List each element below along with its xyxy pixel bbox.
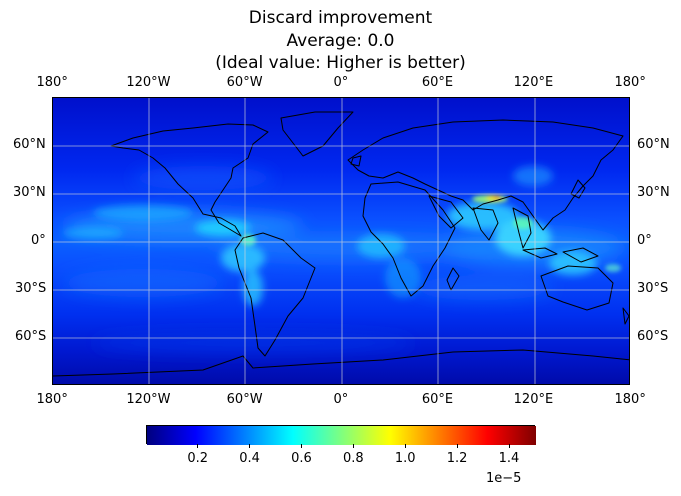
left-lat-label: 60°S (15, 329, 47, 344)
colorbar-tick-mark (301, 444, 303, 448)
colorbar-tick-label: 1.0 (394, 451, 416, 466)
bottom-lon-label: 120°W (126, 392, 171, 407)
colorbar (146, 425, 536, 445)
bottom-lon-label: 60°W (226, 392, 263, 407)
field-hotspots (63, 166, 597, 306)
right-lat-label: 60°N (637, 137, 670, 152)
right-lat-label: 0° (637, 233, 652, 248)
colorbar-multiplier: 1e−5 (486, 471, 522, 486)
top-lon-label: 60°W (226, 75, 263, 90)
bottom-lon-label: 180° (614, 392, 646, 407)
left-lat-label: 30°S (15, 281, 47, 296)
colorbar-tick-label: 0.8 (342, 451, 364, 466)
right-lat-label: 30°S (637, 281, 669, 296)
colorbar-tick-mark (456, 444, 458, 448)
colorbar-tick-mark (197, 444, 199, 448)
chart-title: Discard improvement (248, 8, 433, 28)
bottom-lon-label: 60°E (421, 392, 454, 407)
left-lat-label: 0° (31, 233, 46, 248)
top-lon-label: 0° (333, 75, 349, 90)
map-canvas (53, 98, 629, 384)
colorbar-tick-mark (508, 444, 510, 448)
left-lat-label: 60°N (13, 137, 46, 152)
top-lon-label: 180° (614, 75, 646, 90)
bottom-lon-label: 120°E (513, 392, 554, 407)
colorbar-tick-label: 1.4 (498, 451, 520, 466)
colorbar-tick-label: 0.6 (291, 451, 312, 466)
top-lon-label: 120°W (126, 75, 171, 90)
left-lat-label: 30°N (13, 185, 46, 200)
colorbar-tick-label: 0.2 (187, 451, 209, 466)
top-lon-label: 180° (36, 75, 68, 90)
bottom-lon-label: 0° (333, 392, 349, 407)
field-peaks (240, 195, 621, 272)
colorbar-tick-label: 1.2 (446, 451, 468, 466)
right-lat-label: 30°N (637, 185, 670, 200)
ideal-value-subtitle: (Ideal value: Higher is better) (215, 53, 466, 73)
right-lat-label: 60°S (637, 329, 669, 344)
bottom-lon-label: 180° (36, 392, 68, 407)
world-map (52, 97, 630, 385)
coastlines (53, 111, 629, 377)
top-lon-label: 120°E (513, 75, 554, 90)
average-subtitle: Average: 0.0 (286, 31, 395, 51)
colorbar-tick-mark (249, 444, 251, 448)
colorbar-tick-mark (352, 444, 354, 448)
gridlines (53, 98, 629, 384)
colorbar-tick-mark (404, 444, 406, 448)
colorbar-tick-label: 0.4 (239, 451, 260, 466)
colorbar-gradient (147, 426, 536, 445)
top-lon-label: 60°E (421, 75, 454, 90)
